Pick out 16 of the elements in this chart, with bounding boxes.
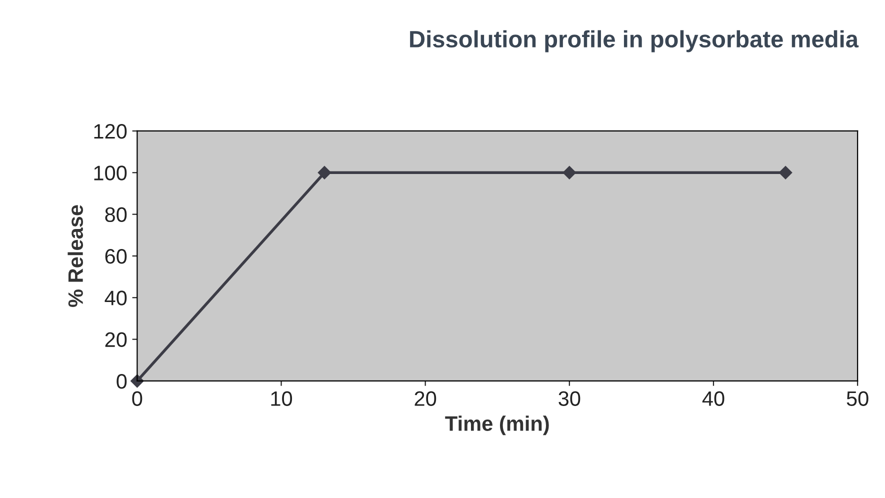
chart-title: Dissolution profile in polysorbate media (410, 30, 859, 52)
y-tick-label: 20 (105, 332, 127, 348)
x-tick-label: 20 (414, 391, 436, 406)
y-axis-title: % Release (68, 205, 84, 307)
x-axis-title: Time (min) (445, 416, 549, 436)
x-tick-label: 0 (132, 391, 142, 406)
x-tick-label: 10 (271, 391, 292, 406)
y-tick-label: 60 (105, 248, 127, 264)
y-tick-label: 40 (104, 290, 127, 306)
y-tick-label: 120 (94, 124, 127, 139)
y-tick-label: 0 (116, 374, 127, 389)
x-tick-label: 30 (558, 391, 580, 406)
y-tick-label: 80 (105, 207, 127, 222)
x-tick-label: 40 (702, 391, 724, 406)
x-tick-label: 50 (846, 391, 868, 406)
y-tick-label: 100 (94, 166, 127, 180)
